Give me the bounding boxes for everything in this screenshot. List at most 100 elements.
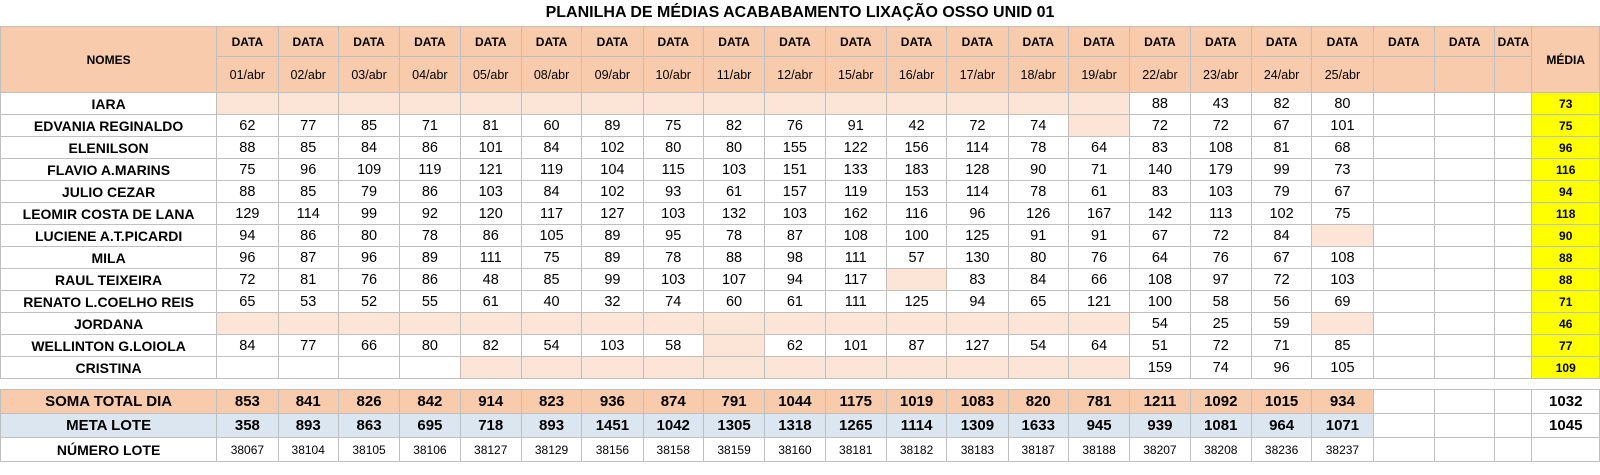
grade-cell[interactable]: 129 (216, 202, 279, 225)
grade-cell[interactable]: 119 (399, 158, 461, 181)
grade-cell[interactable]: 86 (277, 224, 339, 247)
grade-cell[interactable]: 87 (885, 334, 948, 357)
grade-cell[interactable]: 117 (520, 202, 583, 225)
soma-cell[interactable]: 823 (520, 389, 583, 414)
soma-cell[interactable]: 842 (399, 389, 461, 414)
grade-cell[interactable] (946, 92, 1009, 115)
grade-cell[interactable]: 153 (885, 180, 948, 203)
grade-cell[interactable]: 115 (642, 158, 704, 181)
grade-cell[interactable]: 96 (277, 158, 339, 181)
lote-cell[interactable]: 38159 (702, 437, 766, 462)
grade-cell[interactable] (520, 312, 583, 335)
grade-cell[interactable]: 113 (1189, 202, 1252, 225)
grade-cell[interactable]: 83 (1129, 180, 1191, 203)
grade-cell[interactable] (1433, 334, 1496, 357)
grade-cell[interactable]: 82 (702, 114, 766, 137)
grade-cell[interactable]: 96 (946, 202, 1009, 225)
grade-cell[interactable]: 81 (459, 114, 522, 137)
grade-cell[interactable]: 84 (1250, 224, 1313, 247)
grade-cell[interactable]: 91 (1067, 224, 1131, 247)
meta-cell[interactable]: 1305 (702, 413, 766, 438)
grade-cell[interactable]: 119 (824, 180, 887, 203)
grade-cell[interactable]: 72 (1250, 268, 1313, 291)
grade-cell[interactable]: 78 (1007, 180, 1069, 203)
grade-cell[interactable]: 95 (642, 224, 704, 247)
grade-cell[interactable]: 71 (399, 114, 461, 137)
grade-cell[interactable] (1433, 136, 1496, 159)
grade-cell[interactable] (399, 92, 461, 115)
grade-cell[interactable] (1433, 158, 1496, 181)
grade-cell[interactable]: 96 (1250, 356, 1313, 379)
grade-cell[interactable]: 79 (337, 180, 401, 203)
grade-cell[interactable]: 84 (520, 180, 583, 203)
grade-cell[interactable]: 142 (1129, 202, 1191, 225)
lote-cell[interactable]: 38181 (824, 437, 887, 462)
lote-cell[interactable]: 38182 (885, 437, 948, 462)
grade-cell[interactable] (1007, 312, 1069, 335)
meta-cell[interactable]: 1318 (764, 413, 826, 438)
grade-cell[interactable]: 101 (459, 136, 522, 159)
grade-cell[interactable]: 72 (1189, 114, 1252, 137)
grade-cell[interactable]: 85 (277, 136, 339, 159)
grade-cell[interactable] (1372, 114, 1435, 137)
meta-cell[interactable]: 1451 (581, 413, 644, 438)
grade-cell[interactable]: 69 (1311, 290, 1374, 313)
grade-cell[interactable]: 62 (764, 334, 826, 357)
grade-cell[interactable]: 116 (885, 202, 948, 225)
grade-cell[interactable] (702, 334, 766, 357)
grade-cell[interactable] (1433, 268, 1496, 291)
grade-cell[interactable] (824, 312, 887, 335)
grade-cell[interactable]: 101 (824, 334, 887, 357)
soma-cell[interactable]: 936 (581, 389, 644, 414)
grade-cell[interactable]: 167 (1067, 202, 1131, 225)
grade-cell[interactable]: 75 (1311, 202, 1374, 225)
grade-cell[interactable]: 64 (1129, 246, 1191, 269)
grade-cell[interactable] (1372, 136, 1435, 159)
grade-cell[interactable]: 79 (1250, 180, 1313, 203)
grade-cell[interactable]: 64 (1067, 136, 1131, 159)
grade-cell[interactable] (642, 356, 704, 379)
grade-cell[interactable] (216, 356, 279, 379)
grade-cell[interactable]: 103 (642, 202, 704, 225)
grade-cell[interactable]: 103 (581, 334, 644, 357)
grade-cell[interactable]: 76 (1067, 246, 1131, 269)
grade-cell[interactable] (459, 312, 522, 335)
grade-cell[interactable]: 58 (642, 334, 704, 357)
lote-cell[interactable]: 38236 (1250, 437, 1313, 462)
grade-cell[interactable] (764, 92, 826, 115)
grade-cell[interactable]: 53 (277, 290, 339, 313)
soma-cell[interactable]: 1092 (1189, 389, 1252, 414)
lote-cell[interactable]: 38106 (399, 437, 461, 462)
grade-cell[interactable]: 94 (946, 290, 1009, 313)
grade-cell[interactable] (1372, 290, 1435, 313)
grade-cell[interactable]: 82 (459, 334, 522, 357)
meta-cell[interactable]: 1633 (1007, 413, 1069, 438)
lote-cell[interactable]: 38207 (1129, 437, 1191, 462)
grade-cell[interactable]: 94 (764, 268, 826, 291)
grade-cell[interactable]: 132 (702, 202, 766, 225)
grade-cell[interactable] (1372, 268, 1435, 291)
grade-cell[interactable]: 75 (520, 246, 583, 269)
grade-cell[interactable]: 100 (885, 224, 948, 247)
grade-cell[interactable] (1372, 312, 1435, 335)
grade-cell[interactable]: 108 (824, 224, 887, 247)
grade-cell[interactable]: 78 (642, 246, 704, 269)
grade-cell[interactable]: 122 (824, 136, 887, 159)
grade-cell[interactable]: 157 (764, 180, 826, 203)
grade-cell[interactable]: 42 (885, 114, 948, 137)
soma-cell[interactable] (1433, 389, 1496, 414)
grade-cell[interactable] (1494, 92, 1533, 115)
grade-cell[interactable]: 117 (824, 268, 887, 291)
grade-cell[interactable]: 76 (337, 268, 401, 291)
grade-cell[interactable] (337, 356, 401, 379)
grade-cell[interactable] (1494, 334, 1533, 357)
grade-cell[interactable] (702, 356, 766, 379)
grade-cell[interactable]: 55 (399, 290, 461, 313)
grade-cell[interactable] (277, 312, 339, 335)
grade-cell[interactable]: 183 (885, 158, 948, 181)
grade-cell[interactable]: 86 (399, 180, 461, 203)
grade-cell[interactable] (459, 92, 522, 115)
meta-cell[interactable] (1372, 413, 1435, 438)
grade-cell[interactable] (581, 312, 644, 335)
grade-cell[interactable] (1433, 246, 1496, 269)
